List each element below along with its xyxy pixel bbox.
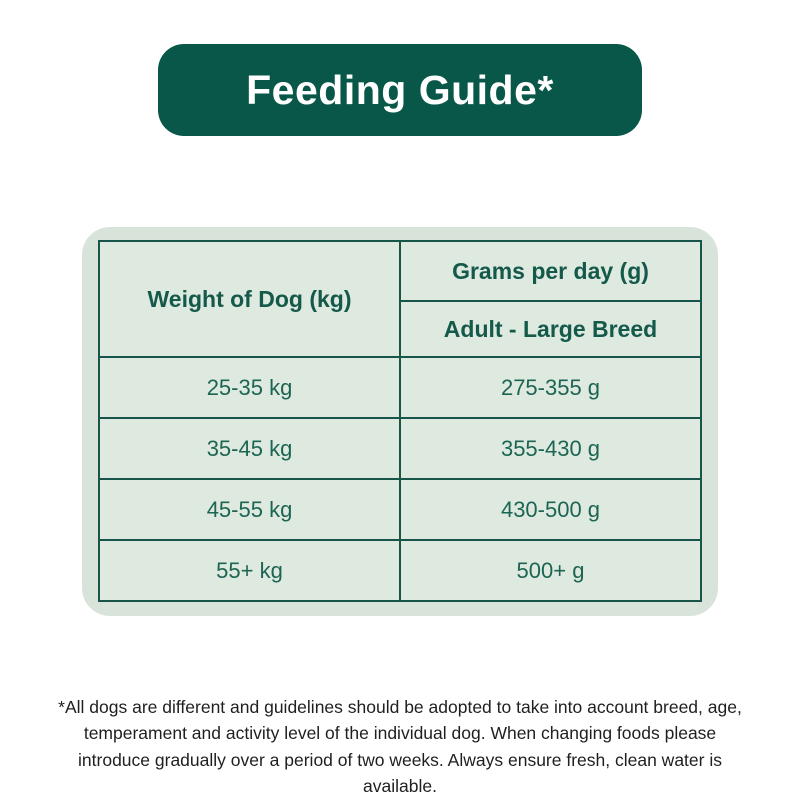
weight-range-cell: 55+ kg — [98, 539, 401, 603]
disclaimer-footnote: *All dogs are different and guidelines s… — [58, 696, 742, 797]
weight-range-cell: 45-55 kg — [98, 478, 401, 542]
table-row: 45-55 kg 430-500 g — [98, 478, 702, 542]
grams-range-cell: 355-430 g — [399, 417, 702, 481]
table-header-row-top: Weight of Dog (kg) Grams per day (g) — [98, 240, 702, 359]
weight-column-header: Weight of Dog (kg) — [98, 240, 401, 359]
grams-range-cell: 430-500 g — [399, 478, 702, 542]
weight-range-cell: 35-45 kg — [98, 417, 401, 481]
table-header-row-bottom: Adult - Large Breed — [99, 300, 702, 359]
feeding-table: Weight of Dog (kg) Grams per day (g) Adu… — [98, 240, 702, 603]
table-row: 55+ kg 500+ g — [98, 539, 702, 603]
grams-column-header: Grams per day (g) — [399, 240, 702, 303]
table-row: 35-45 kg 355-430 g — [98, 417, 702, 481]
feeding-guide-banner: Feeding Guide* — [158, 44, 642, 137]
grams-range-cell: 500+ g — [399, 539, 702, 603]
page-title: Feeding Guide* — [246, 66, 554, 113]
breed-column-header: Adult - Large Breed — [399, 300, 702, 359]
grams-range-cell: 275-355 g — [399, 356, 702, 420]
weight-range-cell: 25-35 kg — [98, 356, 401, 420]
feeding-table-panel: Weight of Dog (kg) Grams per day (g) Adu… — [82, 227, 718, 616]
table-row: 25-35 kg 275-355 g — [98, 356, 702, 420]
